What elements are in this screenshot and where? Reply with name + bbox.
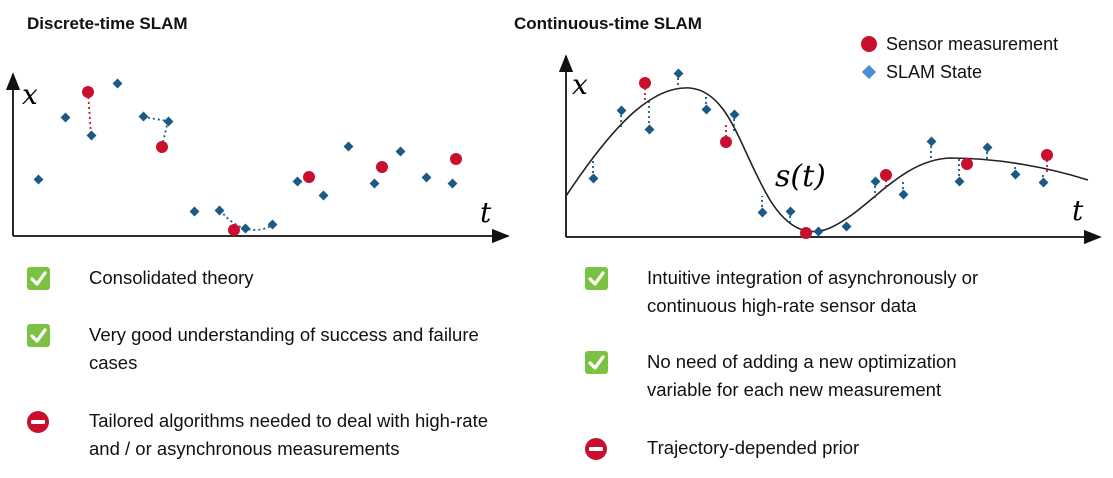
state-marker <box>841 221 852 232</box>
state-marker <box>616 105 627 116</box>
state-marker <box>343 141 354 152</box>
legend-sensor-label: Sensor measurement <box>886 33 1059 54</box>
state-marker <box>926 136 937 147</box>
measurement-marker <box>639 77 651 89</box>
state-marker <box>1010 169 1021 180</box>
state-marker <box>982 142 993 153</box>
state-marker <box>813 226 824 237</box>
item-text: variable for each new measurement <box>647 379 942 400</box>
state-marker <box>267 219 278 230</box>
state-marker <box>673 68 684 79</box>
left-title: Discrete-time SLAM <box>27 14 188 33</box>
measurement-marker <box>228 224 240 236</box>
item-text: continuous high-rate sensor data <box>647 295 917 316</box>
right-t-label: t <box>1072 194 1084 227</box>
item-text: Very good understanding of success and f… <box>89 324 479 345</box>
item-text: Intuitive integration of asynchronously … <box>647 267 979 288</box>
legend-sensor: Sensor measurement <box>858 30 1058 58</box>
check-icon <box>27 267 50 290</box>
check-icon <box>585 351 608 374</box>
item-text: cases <box>89 352 138 373</box>
right-measurement-connectors <box>644 83 1048 190</box>
state-marker <box>644 124 655 135</box>
check-icon <box>27 324 50 347</box>
state-marker <box>898 189 909 200</box>
left-links <box>87 91 273 231</box>
measurement-marker <box>450 153 462 165</box>
legend-state: SLAM State <box>858 58 1058 86</box>
state-marker <box>588 173 599 184</box>
left-x-label: x <box>22 78 38 111</box>
sensor-measurement-icon <box>861 36 877 52</box>
right-x-label: x <box>572 68 588 101</box>
state-marker <box>870 176 881 187</box>
state-marker <box>395 146 406 157</box>
item-text: Trajectory-depended prior <box>647 437 860 458</box>
left-measurements <box>82 86 462 236</box>
check-icon <box>585 267 608 290</box>
measurement-marker <box>82 86 94 98</box>
state-marker <box>318 190 329 201</box>
state-marker <box>729 109 740 120</box>
diagram-plots: x t x t s(t) <box>5 54 1102 245</box>
state-marker <box>701 104 712 115</box>
state-marker <box>447 178 458 189</box>
measurement-marker <box>376 161 388 173</box>
state-marker <box>292 176 303 187</box>
left-t-label: t <box>480 196 492 229</box>
measurement-marker <box>961 158 973 170</box>
state-marker <box>785 206 796 217</box>
right-measurements <box>639 77 1053 239</box>
item-text: and / or asynchronous measurements <box>89 438 400 459</box>
state-marker <box>369 178 380 189</box>
state-marker <box>112 78 123 89</box>
state-marker <box>138 111 149 122</box>
item-text: Tailored algorithms needed to deal with … <box>89 410 489 431</box>
measurement-marker <box>720 136 732 148</box>
no-entry-icon <box>585 438 607 460</box>
legend: Sensor measurement SLAM State <box>858 30 1058 86</box>
no-entry-icon <box>27 411 49 433</box>
state-marker <box>163 116 174 127</box>
legend-state-label: SLAM State <box>886 61 983 82</box>
state-marker <box>33 174 44 185</box>
slam-state-icon <box>861 64 877 80</box>
state-marker <box>214 205 225 216</box>
item-text: Consolidated theory <box>89 267 254 288</box>
left-states <box>33 78 458 234</box>
item-text: No need of adding a new optimization <box>647 351 957 372</box>
trajectory-curve <box>565 87 1089 233</box>
state-marker <box>757 207 768 218</box>
measurement-marker <box>800 227 812 239</box>
right-title: Continuous-time SLAM <box>514 14 702 33</box>
measurement-marker <box>880 169 892 181</box>
state-marker <box>240 223 251 234</box>
measurement-marker <box>156 141 168 153</box>
state-marker <box>421 172 432 183</box>
measurement-marker <box>303 171 315 183</box>
state-marker <box>1038 177 1049 188</box>
state-marker <box>954 176 965 187</box>
right-state-connectors <box>592 73 1044 236</box>
curve-label: s(t) <box>775 159 826 194</box>
right-states <box>588 68 1049 237</box>
state-marker <box>189 206 200 217</box>
state-marker <box>86 130 97 141</box>
measurement-marker <box>1041 149 1053 161</box>
state-marker <box>60 112 71 123</box>
